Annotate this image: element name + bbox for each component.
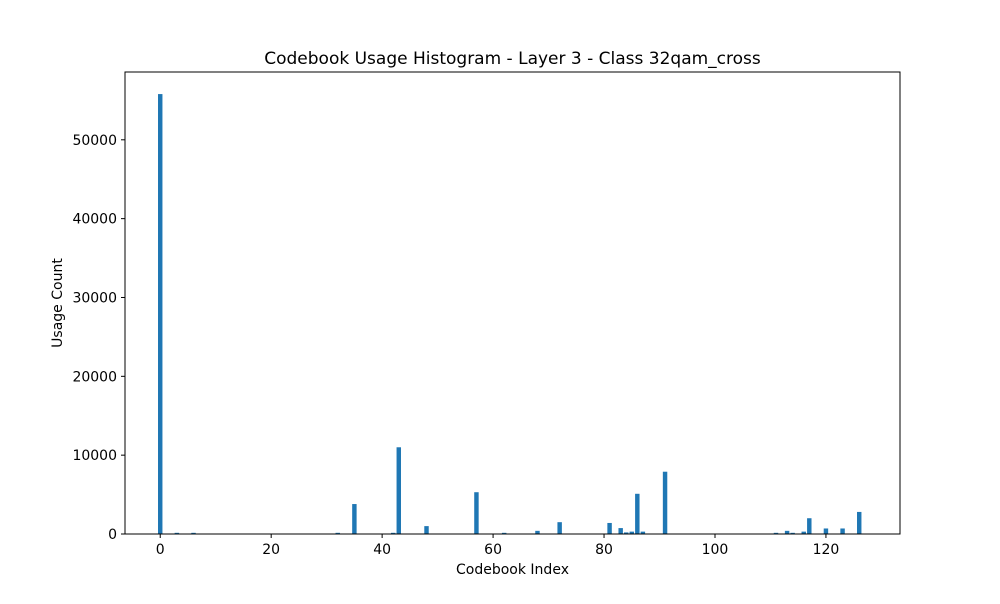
bar <box>391 532 396 534</box>
y-tick-label: 40000 <box>72 212 117 228</box>
bar <box>790 532 795 534</box>
y-axis-ticks: 0 10000 20000 30000 40000 50000 <box>72 133 125 543</box>
y-axis-label: Usage Count <box>50 258 66 348</box>
bar <box>784 530 790 534</box>
bar <box>618 528 623 534</box>
bar <box>773 532 779 534</box>
bar <box>501 532 507 534</box>
plot-frame <box>124 71 901 535</box>
y-tick-label: 10000 <box>72 448 117 464</box>
bar <box>352 504 357 534</box>
bar <box>424 526 429 534</box>
bar <box>823 528 829 534</box>
bar <box>857 511 862 534</box>
bar <box>396 447 401 534</box>
bar <box>635 493 640 534</box>
bar <box>624 532 629 534</box>
bar <box>335 532 340 534</box>
bar <box>607 522 612 534</box>
x-tick-label: 100 <box>702 542 729 558</box>
y-tick-label: 20000 <box>72 369 117 385</box>
chart-title: Codebook Usage Histogram - Layer 3 - Cla… <box>264 49 761 69</box>
x-axis-label: Codebook Index <box>456 562 569 578</box>
y-tick-label: 30000 <box>72 290 117 306</box>
bar <box>474 492 479 534</box>
bar <box>174 532 180 534</box>
bar <box>801 531 806 534</box>
bar <box>191 532 196 534</box>
bar <box>640 531 646 534</box>
bar <box>662 471 668 534</box>
x-tick-label: 80 <box>595 542 613 558</box>
bar <box>840 528 845 534</box>
x-tick-label: 60 <box>484 542 502 558</box>
bar <box>629 531 634 534</box>
bar <box>158 94 163 535</box>
x-tick-label: 40 <box>373 542 391 558</box>
x-tick-label: 0 <box>156 542 165 558</box>
bar <box>557 522 562 534</box>
bars-group <box>158 94 862 535</box>
x-tick-label: 20 <box>262 542 280 558</box>
bar <box>535 530 540 534</box>
bar <box>807 518 812 534</box>
y-tick-label: 0 <box>108 527 117 543</box>
x-tick-label: 120 <box>813 542 840 558</box>
x-axis-ticks: 0 20 40 60 80 100 120 <box>156 534 840 558</box>
y-tick-label: 50000 <box>72 133 117 149</box>
